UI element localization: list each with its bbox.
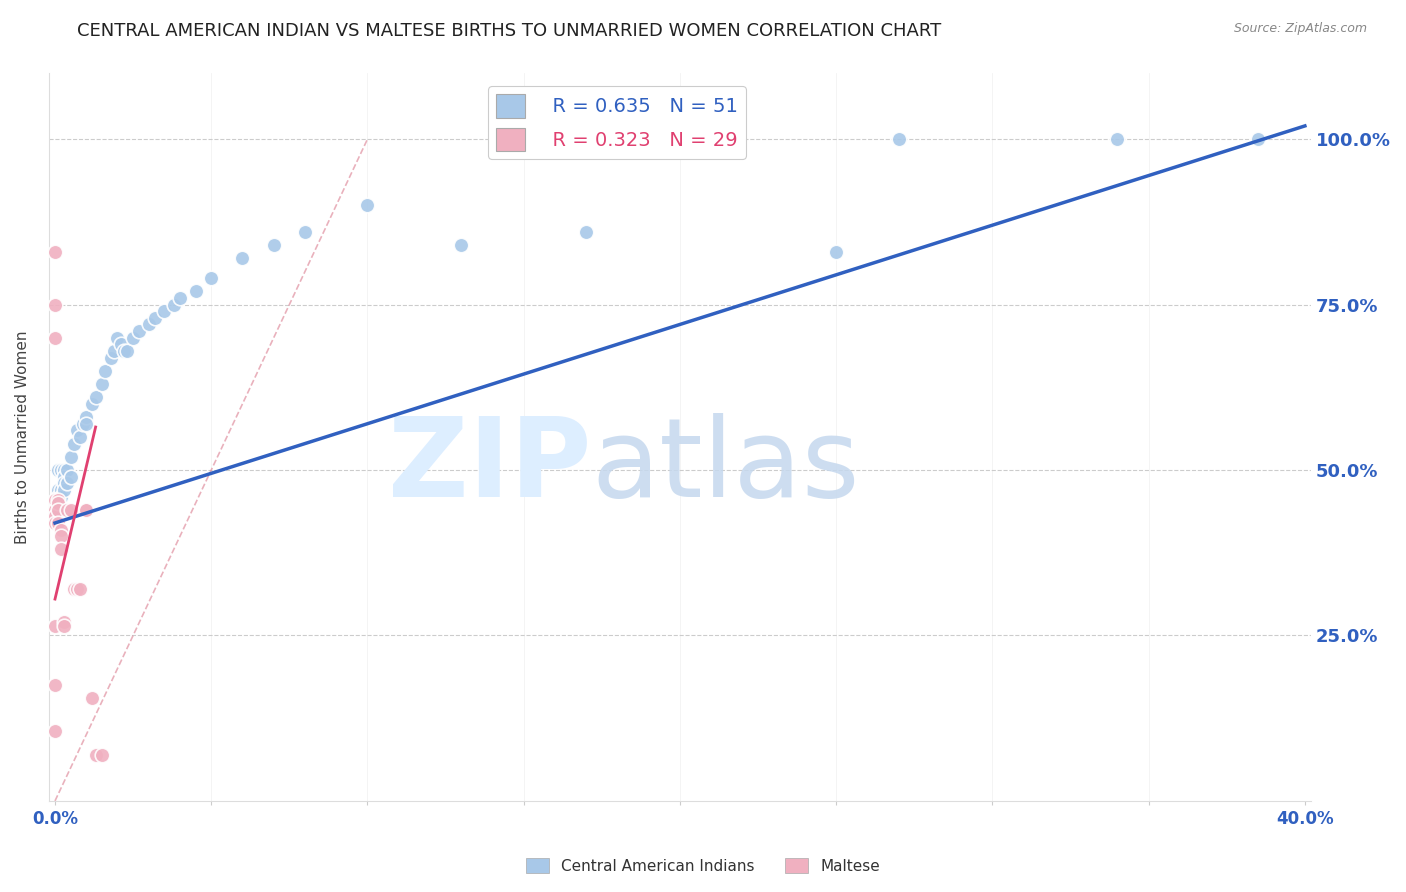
Point (82, 397, 104, 411)
Point (82, 691, 104, 706)
Text: atlas: atlas (592, 413, 860, 519)
Point (69, 582, 91, 596)
Point (51, 463, 73, 477)
Point (53, 483, 76, 497)
Point (75, 502, 97, 516)
Point (59, 450, 82, 464)
Point (100, 351, 122, 365)
Point (200, 271, 222, 285)
Point (110, 337, 132, 351)
Point (66, 582, 89, 596)
Point (356, 198, 378, 212)
Point (51, 542, 73, 557)
Point (46, 490, 69, 504)
Point (294, 225, 316, 239)
Point (112, 343, 135, 358)
Point (66, 423, 89, 437)
Point (1107, 132, 1129, 146)
Point (69, 430, 91, 444)
Point (46, 492, 69, 507)
Point (46, 483, 69, 497)
Point (56, 502, 79, 516)
Point (44, 678, 66, 692)
Point (62, 582, 84, 596)
Point (107, 331, 129, 345)
Point (44, 509, 66, 524)
Point (53, 463, 76, 477)
Point (163, 297, 186, 311)
Legend:   R = 0.635   N = 51,   R = 0.323   N = 29: R = 0.635 N = 51, R = 0.323 N = 29 (488, 87, 747, 159)
Point (90, 376, 112, 391)
Point (90, 747, 112, 762)
Point (1247, 132, 1270, 146)
Point (103, 343, 125, 358)
Point (825, 244, 848, 259)
Point (231, 252, 253, 266)
Point (59, 469, 82, 483)
Point (51, 483, 73, 497)
Point (59, 502, 82, 516)
Point (72, 417, 94, 431)
Point (887, 132, 910, 146)
Point (62, 436, 84, 450)
Point (46, 502, 69, 516)
Point (169, 291, 191, 305)
Point (44, 492, 66, 507)
Point (46, 496, 69, 510)
Point (56, 463, 79, 477)
Point (75, 410, 97, 425)
Point (46, 502, 69, 516)
Legend: Central American Indians, Maltese: Central American Indians, Maltese (520, 852, 886, 880)
Point (128, 324, 150, 338)
Point (53, 615, 76, 630)
Point (138, 318, 160, 332)
Text: CENTRAL AMERICAN INDIAN VS MALTESE BIRTHS TO UNMARRIED WOMEN CORRELATION CHART: CENTRAL AMERICAN INDIAN VS MALTESE BIRTH… (77, 22, 942, 40)
Point (263, 238, 285, 252)
Point (53, 476, 76, 491)
Point (44, 244, 66, 259)
Point (450, 238, 472, 252)
Point (51, 523, 73, 537)
Y-axis label: Births to Unmarried Women: Births to Unmarried Women (15, 330, 30, 544)
Point (46, 496, 69, 510)
Point (184, 285, 207, 299)
Point (84, 390, 107, 404)
Point (122, 331, 145, 345)
Point (51, 490, 73, 504)
Point (51, 529, 73, 543)
Point (44, 502, 66, 516)
Point (575, 225, 598, 239)
Point (44, 297, 66, 311)
Point (44, 331, 66, 345)
Point (46, 516, 69, 530)
Point (53, 618, 76, 632)
Point (84, 747, 107, 762)
Point (46, 463, 69, 477)
Point (44, 724, 66, 739)
Point (115, 343, 138, 358)
Point (56, 476, 79, 491)
Point (153, 304, 176, 318)
Point (75, 502, 97, 516)
Point (44, 618, 66, 632)
Text: ZIP: ZIP (388, 413, 592, 519)
Point (75, 417, 97, 431)
Point (53, 469, 76, 483)
Point (44, 516, 66, 530)
Text: Source: ZipAtlas.com: Source: ZipAtlas.com (1233, 22, 1367, 36)
Point (94, 364, 117, 378)
Point (143, 310, 166, 325)
